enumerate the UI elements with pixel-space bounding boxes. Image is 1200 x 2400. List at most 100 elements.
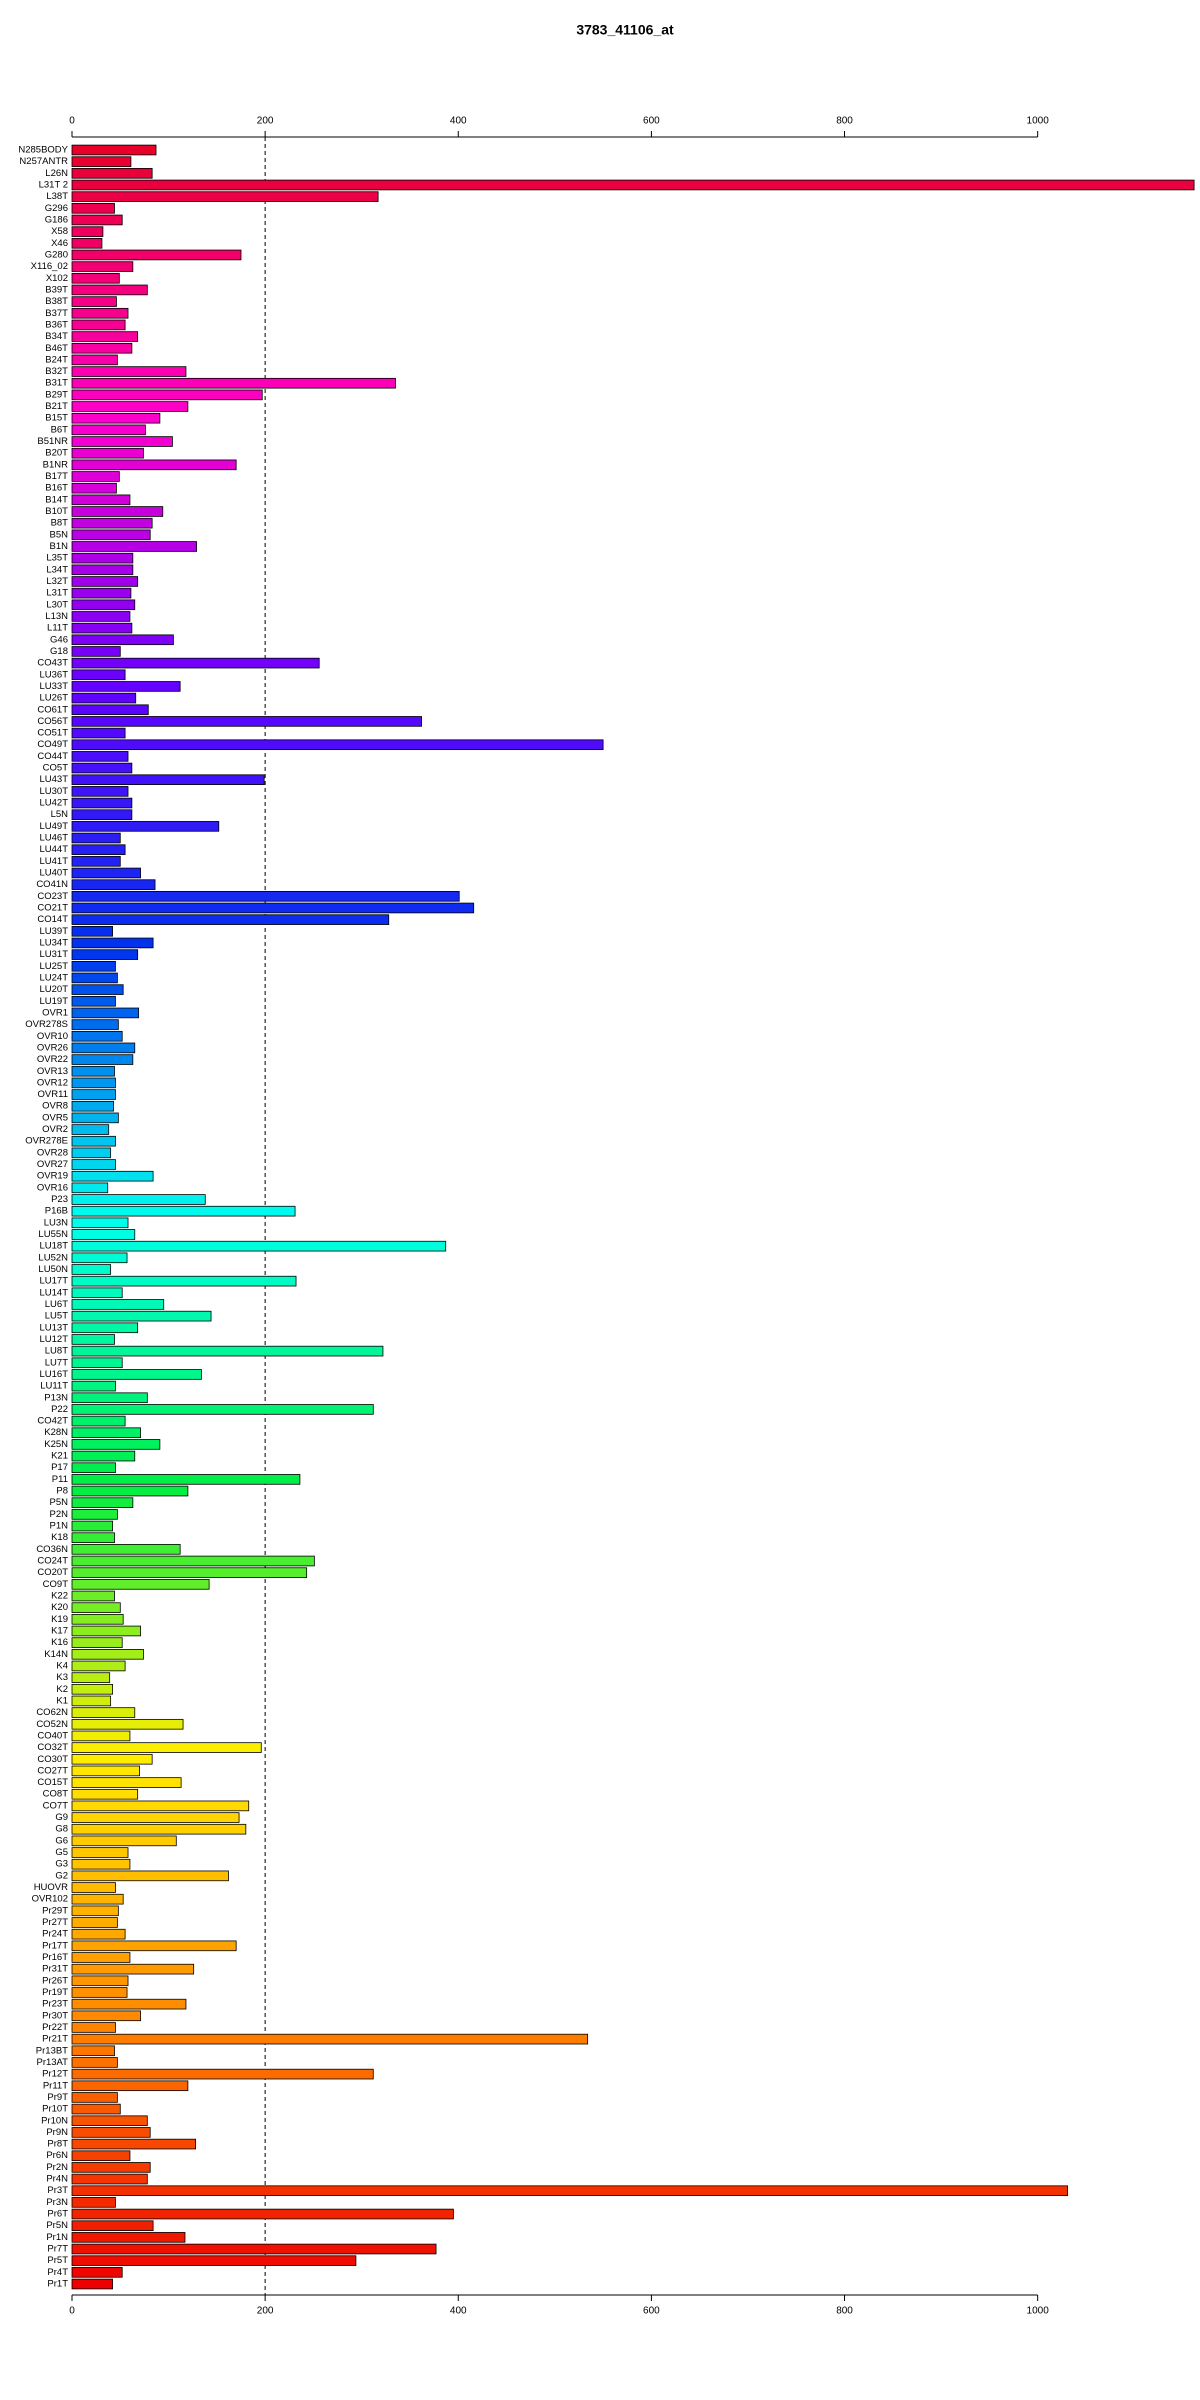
y-tick-label: CO14T bbox=[37, 914, 68, 925]
y-tick-label: OVR28 bbox=[37, 1147, 68, 1158]
bar bbox=[71, 774, 265, 786]
bar bbox=[71, 1100, 114, 1112]
bar bbox=[71, 342, 133, 354]
y-tick-label: L31T bbox=[46, 588, 68, 599]
bar bbox=[71, 1112, 119, 1124]
y-tick-label: LU3N bbox=[44, 1217, 68, 1228]
bar bbox=[71, 377, 396, 389]
bar bbox=[71, 1462, 116, 1474]
bar bbox=[71, 1905, 119, 1917]
bar bbox=[71, 471, 120, 482]
y-tick-label: G5 bbox=[55, 1847, 68, 1858]
y-tick-label: Pr5T bbox=[47, 2255, 68, 2266]
bar bbox=[71, 1019, 119, 1030]
x-tick-label: 200 bbox=[257, 2306, 274, 2317]
bar bbox=[71, 984, 124, 995]
y-tick-label: CO61T bbox=[37, 704, 68, 715]
bar bbox=[71, 1450, 136, 1462]
y-tick-label: Pr13BT bbox=[36, 2045, 68, 2056]
y-tick-label: B24T bbox=[45, 354, 68, 365]
bar bbox=[71, 179, 1195, 191]
bar bbox=[71, 1357, 123, 1369]
y-tick-label: LU6T bbox=[45, 1299, 68, 1310]
y-tick-label: G9 bbox=[55, 1812, 68, 1823]
bar bbox=[71, 844, 126, 855]
y-tick-label: LU44T bbox=[39, 844, 68, 855]
bar bbox=[71, 692, 137, 704]
bar bbox=[71, 2197, 116, 2208]
y-tick-label: G18 bbox=[50, 646, 68, 657]
bar bbox=[71, 727, 126, 739]
bar bbox=[71, 424, 146, 436]
y-tick-label: B39T bbox=[45, 284, 68, 295]
bar bbox=[71, 2278, 113, 2290]
bar bbox=[71, 1135, 116, 1147]
y-tick-label: LU25T bbox=[39, 961, 68, 972]
y-tick-label: CO40T bbox=[37, 1730, 68, 1741]
y-tick-label: OVR19 bbox=[37, 1171, 68, 1182]
bar bbox=[71, 564, 134, 576]
x-tick-label: 1000 bbox=[1027, 2306, 1050, 2317]
y-tick-label: B36T bbox=[45, 319, 68, 330]
y-tick-label: OVR11 bbox=[38, 1089, 68, 1100]
bar bbox=[71, 1544, 181, 1555]
bar bbox=[71, 1322, 139, 1334]
bar bbox=[71, 1602, 121, 1613]
bar bbox=[71, 832, 121, 844]
y-tick-label: CO24T bbox=[37, 1556, 68, 1567]
y-tick-label: Pr3T bbox=[47, 2185, 68, 2196]
bar bbox=[71, 168, 153, 179]
bar bbox=[71, 1707, 136, 1718]
y-tick-label: LU50N bbox=[38, 1264, 68, 1275]
y-tick-label: B46T bbox=[45, 343, 68, 354]
bar bbox=[71, 307, 129, 319]
y-tick-label: OVR102 bbox=[32, 1894, 68, 1905]
y-tick-label: CO20T bbox=[37, 1567, 68, 1578]
bar bbox=[71, 2162, 151, 2173]
bar bbox=[71, 1882, 116, 1893]
bar bbox=[71, 2150, 131, 2162]
y-tick-label: OVR27 bbox=[37, 1159, 68, 1170]
y-tick-label: LU20T bbox=[39, 984, 68, 995]
y-tick-label: G6 bbox=[55, 1835, 68, 1846]
bar bbox=[71, 821, 220, 832]
y-tick-label: P17 bbox=[51, 1462, 68, 1473]
bar bbox=[71, 2220, 154, 2231]
y-tick-label: Pr6N bbox=[46, 2150, 68, 2161]
y-tick-label: Pr16T bbox=[42, 1952, 68, 1963]
y-tick-label: CO32T bbox=[37, 1742, 68, 1753]
y-tick-label: K2 bbox=[56, 1684, 68, 1695]
y-tick-label: K14N bbox=[44, 1649, 68, 1660]
bar bbox=[71, 1380, 116, 1392]
y-tick-label: OVR12 bbox=[37, 1077, 68, 1088]
bar bbox=[71, 2057, 118, 2068]
bar bbox=[71, 646, 121, 657]
x-tick-label: 200 bbox=[257, 116, 274, 127]
bar bbox=[71, 786, 129, 797]
y-tick-label: OVR1 bbox=[42, 1007, 68, 1018]
y-tick-label: LU39T bbox=[39, 926, 68, 937]
x-tick-label: 0 bbox=[69, 2306, 75, 2317]
y-tick-label: LU41T bbox=[39, 856, 68, 867]
y-tick-label: P13N bbox=[44, 1392, 68, 1403]
y-tick-label: B51NR bbox=[37, 436, 68, 447]
y-tick-label: K4 bbox=[56, 1660, 68, 1671]
y-tick-label: Pr17T bbox=[42, 1940, 68, 1951]
y-tick-label: Pr9N bbox=[46, 2127, 68, 2138]
y-tick-label: B37T bbox=[45, 308, 68, 319]
bar bbox=[71, 1427, 141, 1439]
bar bbox=[71, 1788, 139, 1800]
bar bbox=[71, 1637, 123, 1648]
y-tick-label: L31T 2 bbox=[39, 179, 68, 190]
y-tick-label: Pr31T bbox=[42, 1964, 68, 1975]
bar bbox=[71, 2045, 115, 2057]
y-tick-label: CO56T bbox=[37, 716, 68, 727]
bar bbox=[71, 261, 134, 272]
bar bbox=[71, 1917, 118, 1928]
bar bbox=[71, 1893, 124, 1905]
bar bbox=[71, 552, 134, 564]
bar bbox=[71, 2267, 123, 2278]
y-tick-label: CO21T bbox=[37, 902, 68, 913]
bar bbox=[71, 237, 103, 249]
